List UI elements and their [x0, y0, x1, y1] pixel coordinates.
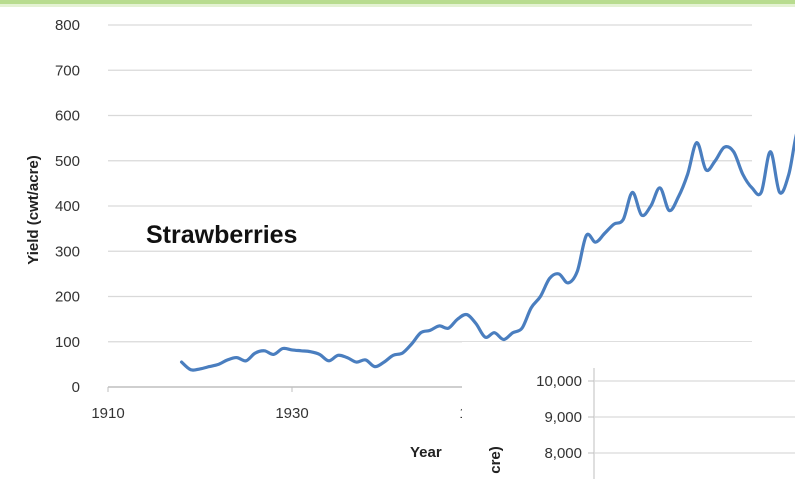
y-tick-label: 600 [55, 108, 80, 125]
y-axis-title: Yield (cwt/acre) [25, 155, 42, 264]
top-decorative-band-light [0, 4, 795, 7]
inset-chart: 10,000 9,000 8,000 cre) [462, 342, 795, 479]
y-tick-label: 400 [55, 198, 80, 215]
inset-chart-background [462, 342, 795, 479]
y-tick-labels: 0 100 200 300 400 500 600 700 800 [55, 17, 80, 396]
grid-lines [108, 24, 752, 343]
x-tick-label: 1910 [91, 405, 124, 422]
y-tick-label: 500 [55, 153, 80, 170]
inset-grid-lines [588, 380, 795, 454]
x-tick-label: 1930 [275, 405, 308, 422]
inset-y-axis-title: cre) [487, 446, 504, 474]
top-decorative-band [0, 0, 795, 4]
inset-y-tick-label: 9,000 [544, 409, 582, 426]
chart-title: Strawberries [146, 221, 297, 249]
y-tick-label: 800 [55, 17, 80, 34]
inset-y-tick-label: 8,000 [544, 445, 582, 462]
inset-y-tick-labels: 10,000 9,000 8,000 [536, 373, 582, 462]
y-tick-label: 100 [55, 334, 80, 351]
y-tick-label: 700 [55, 62, 80, 79]
x-axis-title: Year [410, 444, 442, 461]
inset-y-tick-label: 10,000 [536, 373, 582, 390]
series-line-strawberry-yield [180, 133, 795, 372]
y-tick-label: 0 [72, 379, 80, 396]
y-tick-label: 300 [55, 243, 80, 260]
y-tick-label: 200 [55, 289, 80, 306]
x-tick-labels: 191019301950 [91, 387, 493, 422]
